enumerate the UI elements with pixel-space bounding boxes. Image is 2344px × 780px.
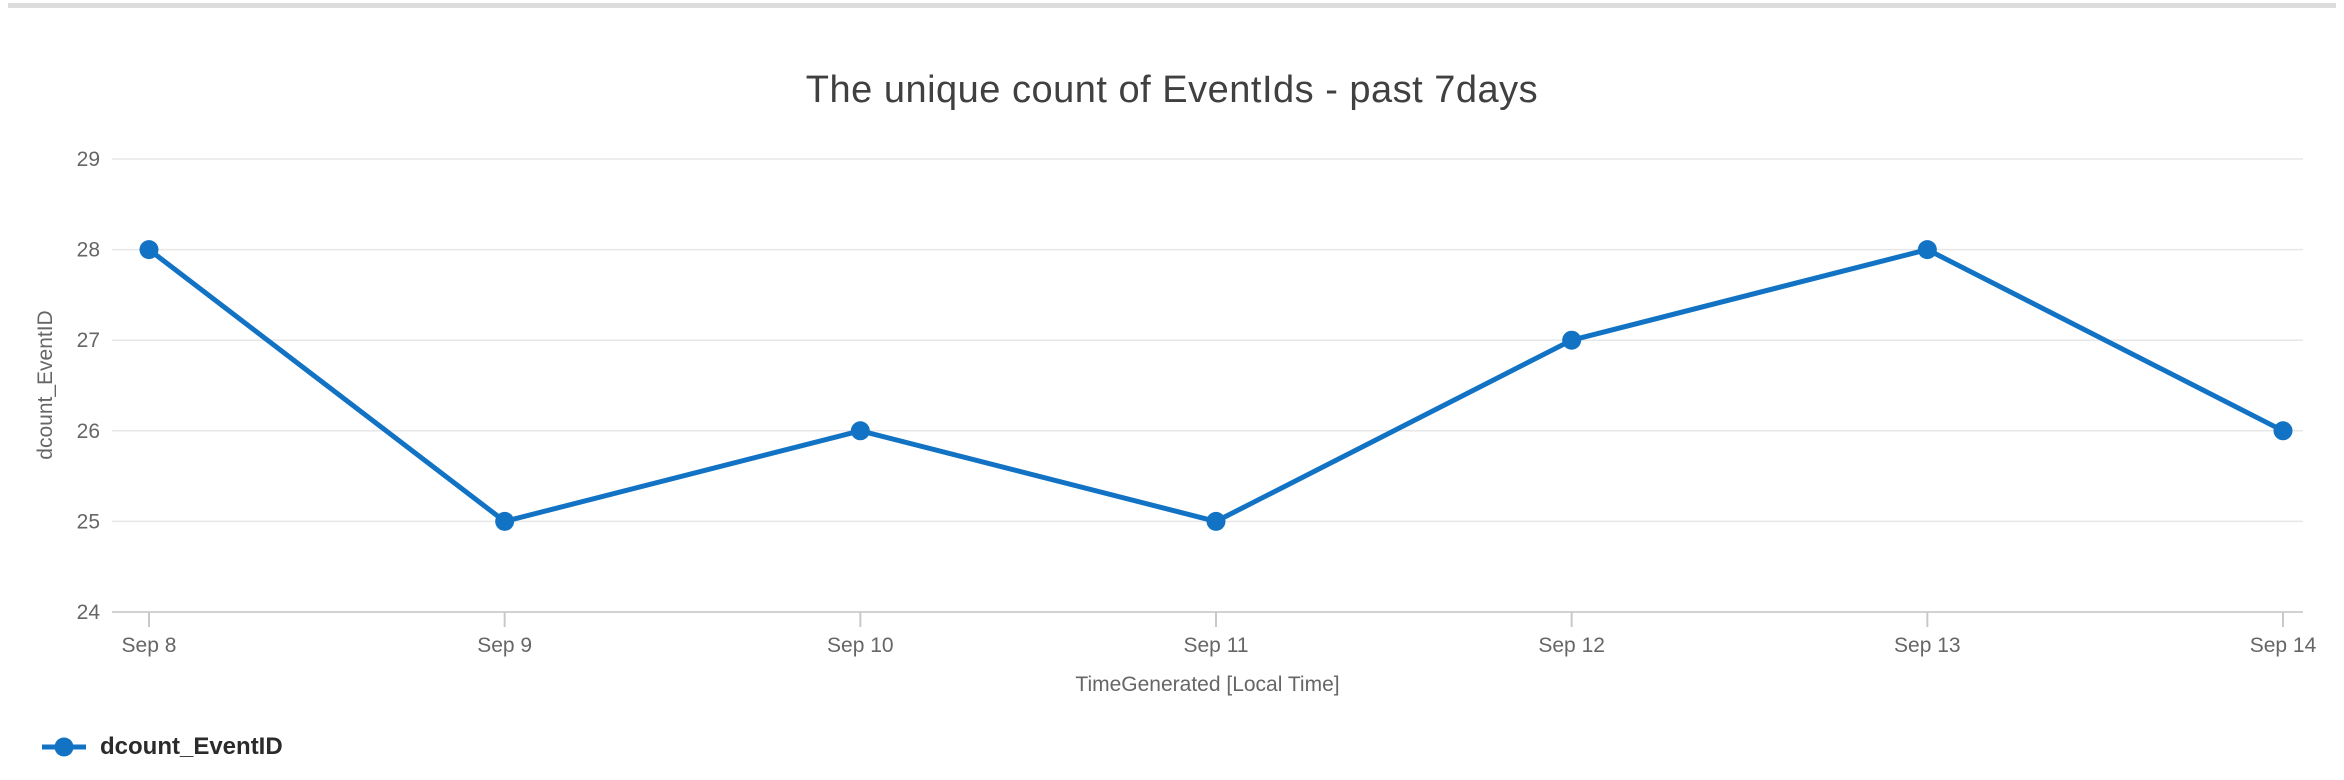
x-tick-label: Sep 14 [2250,634,2317,657]
y-axis-title: dcount_EventID [34,310,57,460]
x-tick-label: Sep 9 [477,634,532,657]
y-tick-label: 25 [77,510,100,533]
y-tick-label: 27 [77,329,100,352]
legend-line-marker-icon [42,737,86,757]
x-tick-label: Sep 8 [122,634,177,657]
data-point[interactable] [850,421,870,441]
chart-title: The unique count of EventIds - past 7day… [805,69,1539,111]
data-point[interactable] [2273,421,2293,441]
top-divider [8,3,2336,8]
x-tick-label: Sep 11 [1184,634,1249,657]
data-point[interactable] [1917,240,1937,260]
x-tick-label: Sep 12 [1538,634,1605,657]
data-point[interactable] [495,511,515,531]
data-point[interactable] [1206,511,1226,531]
y-tick-label: 28 [77,239,100,262]
x-tick-label: Sep 13 [1894,634,1961,657]
series-line [146,247,2286,524]
y-tick-label: 24 [77,601,101,624]
data-point[interactable] [139,240,159,260]
y-tick-label: 29 [77,148,100,171]
x-axis-title: TimeGenerated [Local Time] [1075,673,1340,696]
legend-label: dcount_EventID [100,733,283,760]
legend: dcount_EventID [40,733,283,761]
y-tick-label: 26 [77,420,100,443]
legend-item-dcount-eventid[interactable]: dcount_EventID [40,733,283,761]
data-point[interactable] [1562,330,1582,350]
x-tick-label: Sep 10 [827,634,894,657]
